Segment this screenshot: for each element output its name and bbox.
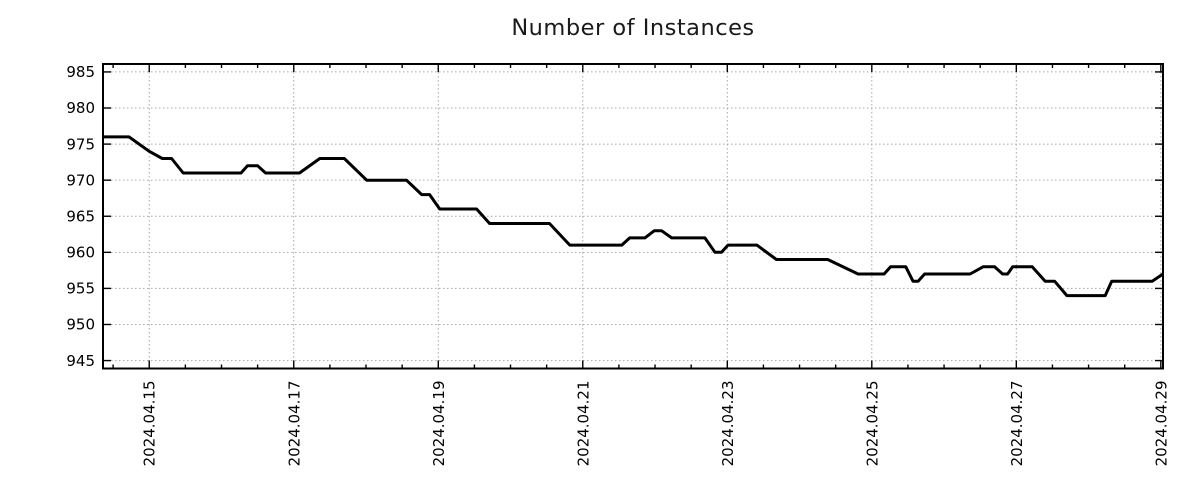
x-tick-label: 2024.04.23 bbox=[719, 381, 737, 467]
x-tick-label: 2024.04.17 bbox=[285, 381, 303, 467]
y-tick-label: 960 bbox=[66, 244, 95, 262]
x-tick-label: 2024.04.21 bbox=[574, 381, 592, 467]
x-tick-label: 2024.04.15 bbox=[141, 381, 159, 467]
x-tick-label: 2024.04.27 bbox=[1008, 381, 1026, 467]
x-tick-label: 2024.04.19 bbox=[430, 381, 448, 467]
y-tick-label: 975 bbox=[66, 135, 95, 153]
y-tick-label: 970 bbox=[66, 171, 95, 189]
y-tick-label: 950 bbox=[66, 316, 95, 334]
y-tick-label: 985 bbox=[66, 63, 95, 81]
y-tick-label: 980 bbox=[66, 99, 95, 117]
x-tick-label: 2024.04.29 bbox=[1152, 381, 1170, 467]
y-tick-label: 965 bbox=[66, 207, 95, 225]
series-line-instances bbox=[103, 135, 1164, 298]
x-tick-label: 2024.04.25 bbox=[863, 381, 881, 467]
y-tick-label: 955 bbox=[66, 280, 95, 298]
chart-title: Number of Instances bbox=[511, 15, 755, 41]
y-tick-label: 945 bbox=[66, 352, 95, 370]
